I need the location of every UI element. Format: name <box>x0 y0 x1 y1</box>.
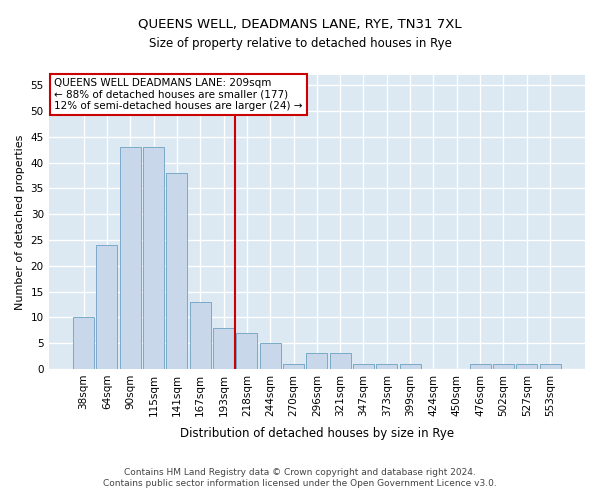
Bar <box>329 354 350 369</box>
Y-axis label: Number of detached properties: Number of detached properties <box>15 134 25 310</box>
Bar <box>213 328 234 369</box>
Bar <box>307 354 328 369</box>
Bar <box>190 302 211 369</box>
Bar <box>353 364 374 369</box>
Bar <box>73 318 94 369</box>
Bar <box>516 364 537 369</box>
Bar <box>166 173 187 369</box>
Bar <box>493 364 514 369</box>
Text: QUEENS WELL, DEADMANS LANE, RYE, TN31 7XL: QUEENS WELL, DEADMANS LANE, RYE, TN31 7X… <box>138 18 462 30</box>
Bar <box>400 364 421 369</box>
Bar <box>97 245 118 369</box>
Bar <box>260 343 281 369</box>
Bar <box>120 147 140 369</box>
Text: Contains HM Land Registry data © Crown copyright and database right 2024.
Contai: Contains HM Land Registry data © Crown c… <box>103 468 497 487</box>
X-axis label: Distribution of detached houses by size in Rye: Distribution of detached houses by size … <box>180 427 454 440</box>
Bar <box>470 364 491 369</box>
Bar <box>376 364 397 369</box>
Text: QUEENS WELL DEADMANS LANE: 209sqm
← 88% of detached houses are smaller (177)
12%: QUEENS WELL DEADMANS LANE: 209sqm ← 88% … <box>54 78 302 111</box>
Text: Size of property relative to detached houses in Rye: Size of property relative to detached ho… <box>149 38 451 51</box>
Bar <box>143 147 164 369</box>
Bar <box>236 333 257 369</box>
Bar <box>283 364 304 369</box>
Bar <box>539 364 560 369</box>
